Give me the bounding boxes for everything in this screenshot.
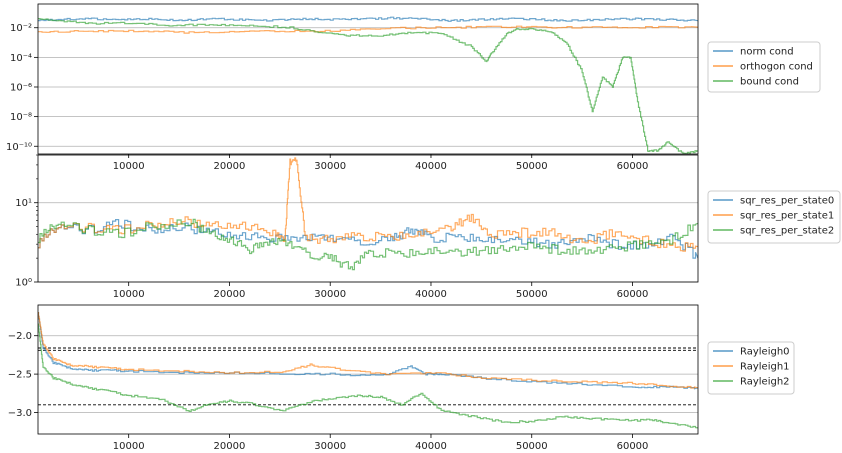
x-tick-label: 60000	[617, 289, 649, 300]
x-tick-label: 60000	[617, 441, 649, 452]
y-tick-label: 10⁻²	[10, 23, 32, 34]
y-tick-label: 10⁰	[15, 278, 32, 289]
series-line-orthogon-cond	[38, 25, 698, 34]
x-tick-label: 30000	[314, 161, 346, 172]
y-tick-label: 10⁻⁸	[10, 112, 32, 123]
legend-label: Rayleigh2	[740, 377, 790, 388]
y-tick-label: −2.0	[8, 331, 32, 342]
x-tick-label: 20000	[214, 289, 246, 300]
y-tick-label: 10⁻⁶	[10, 82, 32, 93]
x-tick-label: 40000	[415, 161, 447, 172]
y-tick-label: −2.5	[8, 370, 32, 381]
x-tick-label: 30000	[314, 441, 346, 452]
legend-label: norm cond	[740, 47, 794, 58]
y-tick-label: 10⁻⁴	[10, 53, 32, 64]
legend-label: orthogon cond	[740, 62, 813, 73]
x-tick-label: 50000	[516, 289, 548, 300]
legend-label: bound cond	[740, 77, 799, 88]
y-tick-label: 10¹	[15, 198, 32, 209]
legend-label: sqr_res_per_state0	[740, 196, 834, 207]
x-tick-label: 60000	[617, 161, 649, 172]
series-line-sqr-res-per-state1	[38, 157, 698, 252]
series-line-bound-cond	[38, 18, 698, 154]
panel-condition-log: 10⁻¹⁰ 10⁻⁸ 10⁻⁶ 10⁻⁴ 10⁻² 10000 20000 30000 4000…	[6, 3, 821, 172]
panel-rayleigh-linear: −2.0 −2.5 −3.0 10000 20000 30000 40000 50000 600…	[8, 304, 795, 452]
legend-label: sqr_res_per_state1	[740, 211, 834, 222]
legend-label: Rayleigh1	[740, 362, 790, 373]
series-line-norm-cond	[38, 16, 698, 22]
series-line-sqr-res-per-state0	[38, 219, 698, 259]
x-tick-label: 10000	[113, 441, 145, 452]
series-line-rayleigh0	[38, 312, 698, 390]
x-tick-label: 10000	[113, 289, 145, 300]
panel-residuals-log: 10⁰ 10¹ 10000 20000 30000 40000 50000 60000 sqr…	[15, 154, 841, 300]
x-tick-label: 20000	[214, 161, 246, 172]
x-tick-label: 40000	[415, 441, 447, 452]
x-tick-label: 50000	[516, 441, 548, 452]
plot-frame	[37, 304, 699, 435]
plot-frame	[37, 154, 699, 283]
series-line-rayleigh2	[38, 323, 698, 429]
plot-frame	[37, 3, 699, 155]
y-tick-label: 10⁻¹⁰	[6, 142, 32, 153]
series-line-rayleigh1	[38, 312, 698, 389]
x-tick-label: 10000	[113, 161, 145, 172]
legend-box	[707, 41, 821, 93]
x-tick-label: 50000	[516, 161, 548, 172]
series-line-sqr-res-per-state2	[38, 218, 698, 271]
x-tick-label: 40000	[415, 289, 447, 300]
y-tick-label: −3.0	[8, 408, 32, 419]
legend-label: Rayleigh0	[740, 347, 790, 358]
x-tick-label: 30000	[314, 289, 346, 300]
legend-label: sqr_res_per_state2	[740, 226, 834, 237]
legend-box	[707, 190, 841, 244]
x-tick-label: 20000	[214, 441, 246, 452]
